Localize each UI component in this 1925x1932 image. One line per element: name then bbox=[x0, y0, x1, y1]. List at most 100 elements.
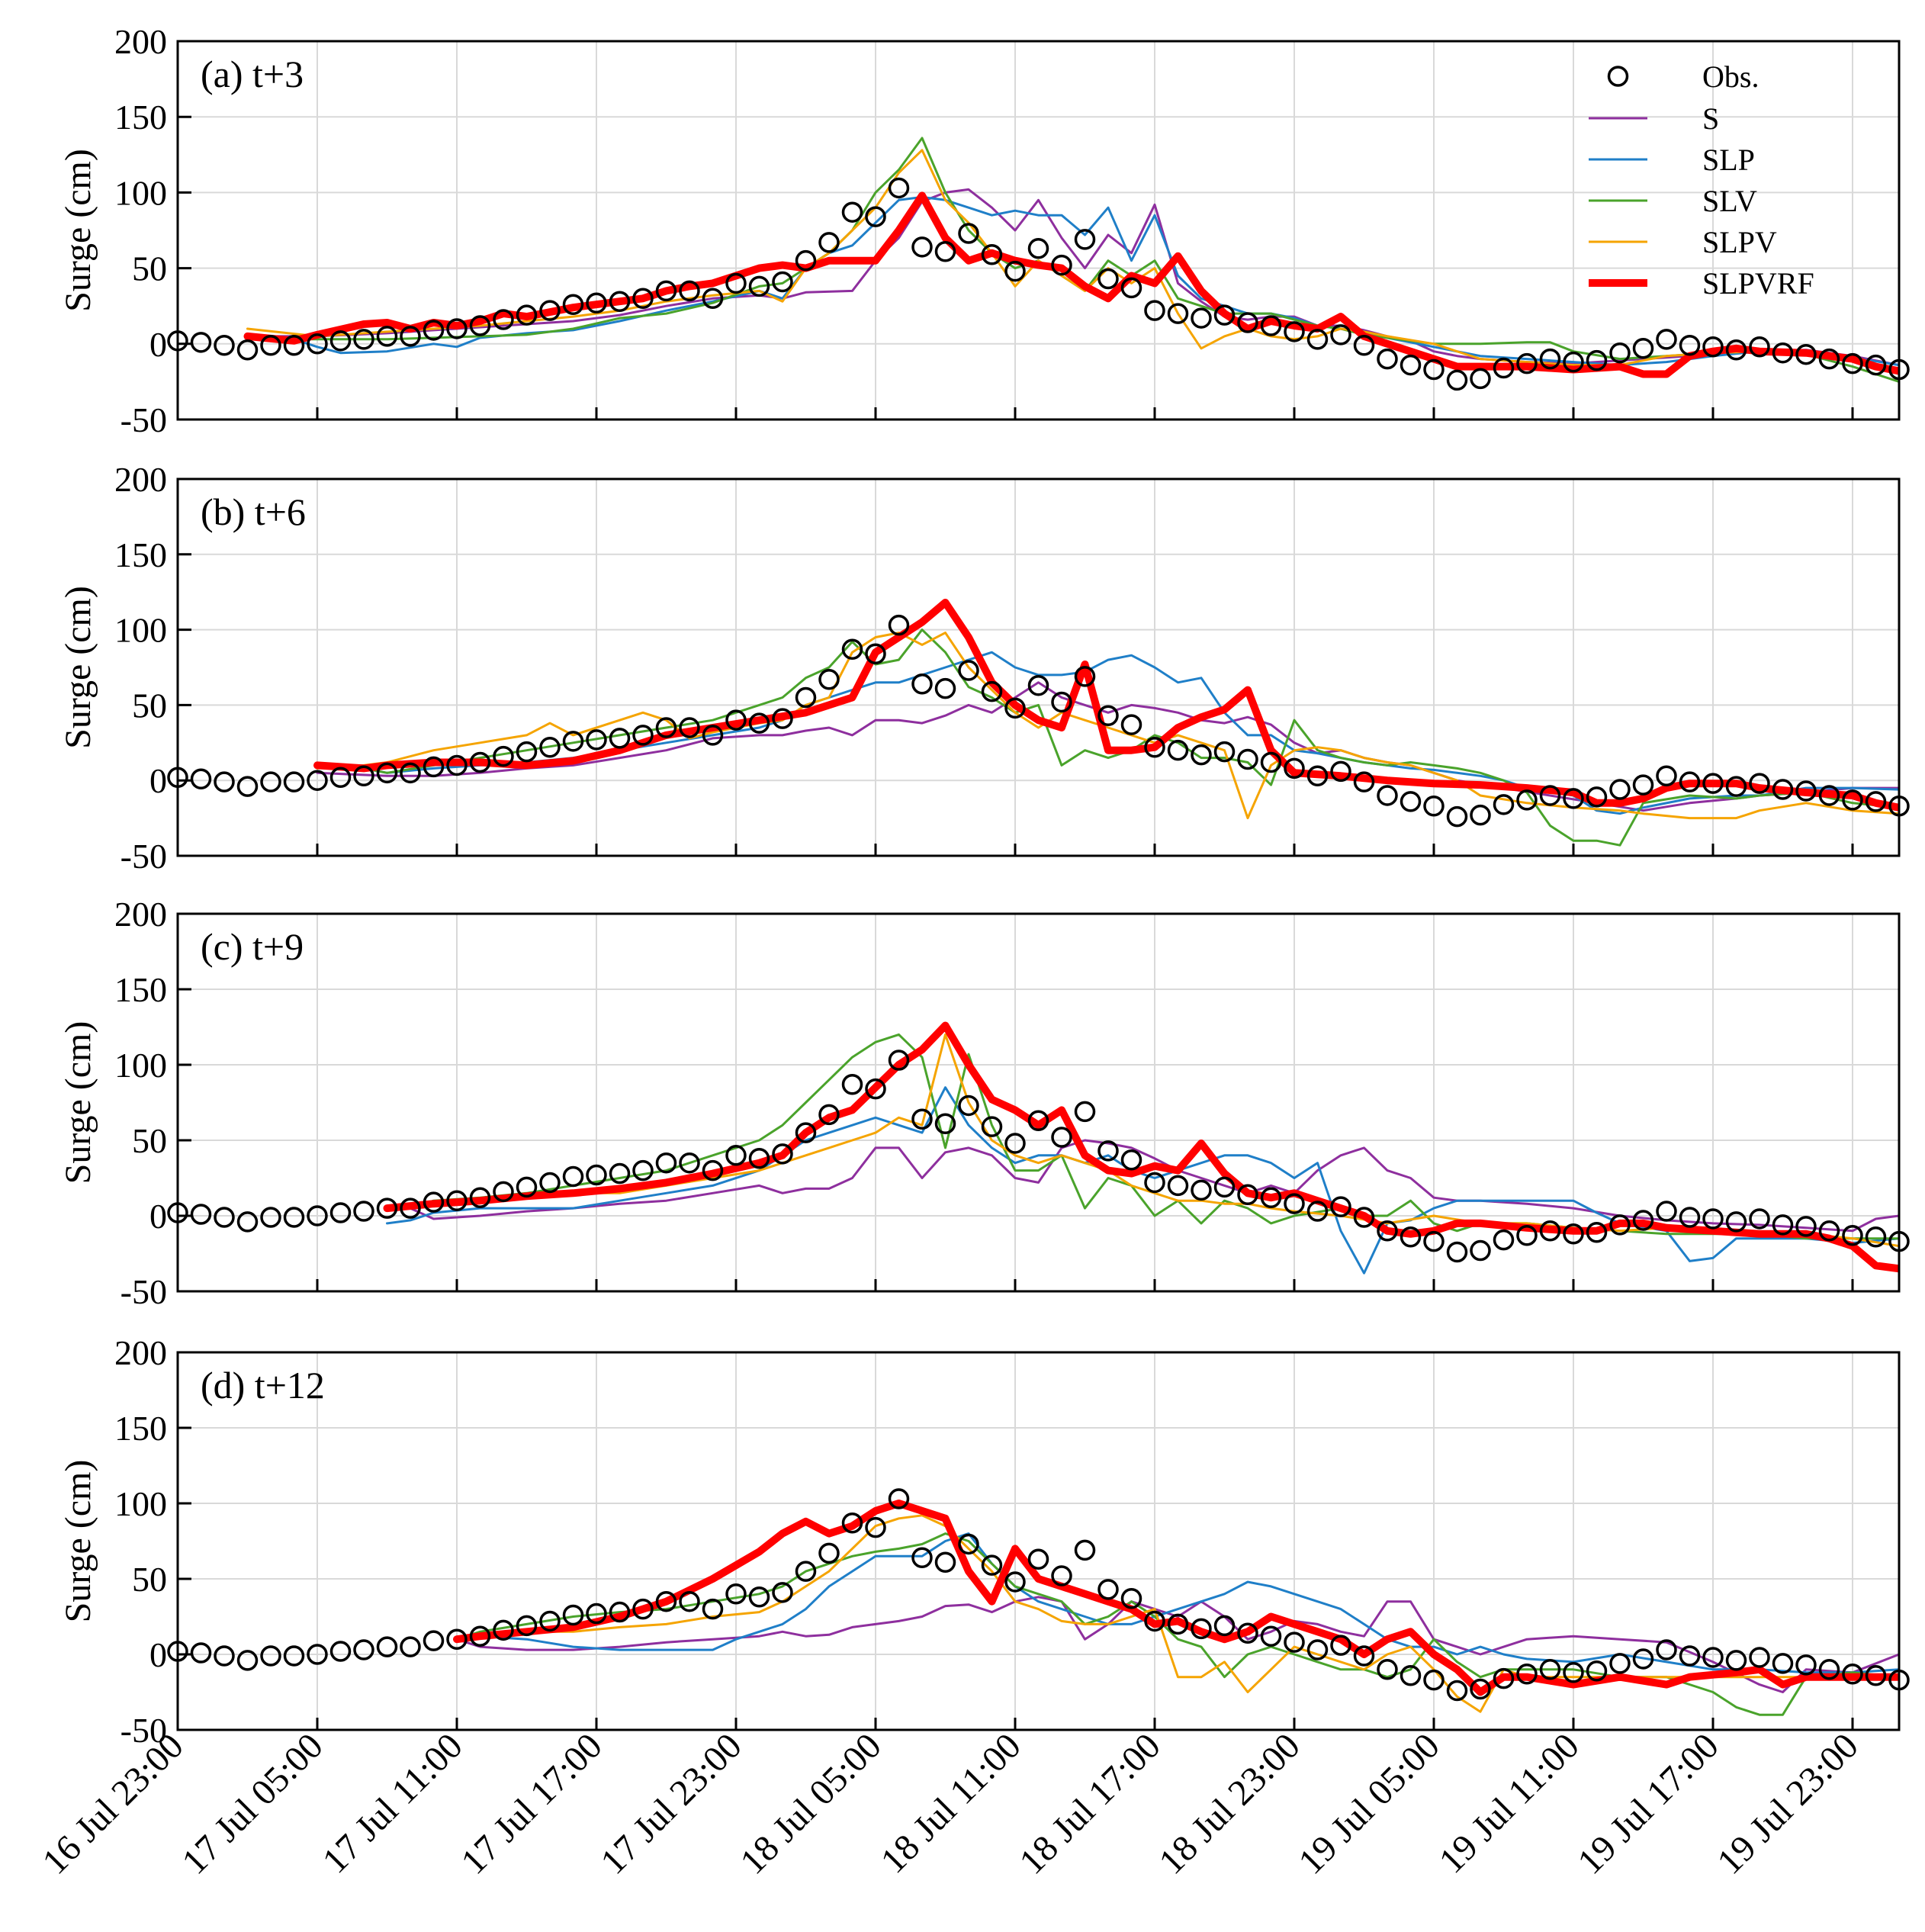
panel-frame bbox=[176, 477, 1901, 857]
observation-point bbox=[1330, 1196, 1351, 1217]
panel-title: (d) t+12 bbox=[201, 1364, 325, 1406]
observation-point bbox=[516, 1615, 538, 1637]
observation-point bbox=[1353, 1645, 1375, 1667]
observation-point bbox=[1353, 771, 1375, 792]
observation-point bbox=[214, 1645, 235, 1667]
observation-point bbox=[679, 1152, 700, 1174]
observation-point bbox=[1609, 1653, 1631, 1674]
observation-point bbox=[1586, 349, 1608, 371]
observation-point bbox=[1097, 705, 1119, 726]
observation-point bbox=[1400, 354, 1422, 376]
observation-point bbox=[516, 1176, 538, 1198]
observation-point bbox=[562, 1165, 584, 1188]
x-tick-label: 18 Jul 11:00 bbox=[873, 1725, 1029, 1881]
observation-point bbox=[1144, 300, 1165, 321]
observation-point bbox=[1284, 1631, 1305, 1653]
observation-markers bbox=[167, 177, 1910, 391]
observation-point bbox=[1167, 1175, 1189, 1197]
observation-point bbox=[632, 288, 654, 310]
observation-point bbox=[772, 1582, 793, 1603]
observation-point bbox=[376, 762, 398, 784]
observation-point bbox=[400, 1636, 421, 1657]
observation-point bbox=[1074, 229, 1096, 250]
y-tick-label: 100 bbox=[114, 1046, 167, 1085]
observation-point bbox=[329, 330, 352, 352]
observation-point bbox=[679, 280, 700, 302]
observation-point bbox=[1818, 1220, 1840, 1242]
observation-point bbox=[1632, 1648, 1654, 1670]
observation-point bbox=[1772, 342, 1794, 364]
observation-point bbox=[1470, 1239, 1491, 1262]
observation-point bbox=[911, 236, 933, 258]
observation-point bbox=[1493, 357, 1515, 379]
observation-point bbox=[1632, 338, 1654, 359]
observation-point bbox=[1027, 1548, 1049, 1570]
y-tick-label: 50 bbox=[132, 249, 167, 288]
observation-point bbox=[1842, 789, 1863, 811]
legend-label: Obs. bbox=[1702, 59, 1759, 94]
observation-point bbox=[562, 1604, 584, 1626]
observation-point bbox=[260, 335, 281, 356]
observation-point bbox=[958, 223, 979, 244]
observation-point bbox=[795, 1122, 817, 1143]
observation-point bbox=[1144, 736, 1165, 758]
series-line-slpv bbox=[246, 149, 1899, 372]
observation-point bbox=[586, 729, 607, 751]
y-tick-label: 200 bbox=[114, 22, 167, 61]
x-tick-label: 18 Jul 05:00 bbox=[732, 1725, 889, 1882]
observation-point bbox=[423, 320, 445, 341]
observation-point bbox=[1679, 1645, 1701, 1667]
observation-point bbox=[283, 335, 305, 356]
observation-point bbox=[632, 1598, 654, 1620]
y-tick-label: 150 bbox=[114, 535, 167, 574]
observation-point bbox=[1284, 757, 1305, 780]
observation-point bbox=[1330, 324, 1351, 346]
observation-point bbox=[1470, 1678, 1491, 1700]
observation-point bbox=[911, 1108, 933, 1130]
observation-point bbox=[1237, 1184, 1258, 1206]
observation-point bbox=[655, 280, 677, 302]
observation-point bbox=[772, 271, 793, 293]
observation-point bbox=[1446, 805, 1468, 828]
observation-point bbox=[283, 1207, 305, 1228]
observation-point bbox=[236, 1650, 259, 1671]
observation-point bbox=[1656, 765, 1677, 787]
observation-point bbox=[1586, 1222, 1608, 1243]
y-tick-label: 100 bbox=[114, 1484, 167, 1523]
observation-point bbox=[934, 677, 956, 699]
observation-point bbox=[1539, 1659, 1561, 1680]
observation-point bbox=[1353, 335, 1375, 356]
observation-point bbox=[1191, 1179, 1212, 1201]
observation-point bbox=[1167, 303, 1189, 324]
y-axis-label: Surge (cm) bbox=[58, 586, 98, 749]
observation-point bbox=[1842, 352, 1863, 375]
observation-point bbox=[702, 288, 724, 310]
series-line-slv bbox=[246, 137, 1899, 383]
observation-point bbox=[934, 241, 956, 262]
observation-point bbox=[1679, 771, 1701, 792]
observation-point bbox=[260, 1207, 281, 1228]
observation-point bbox=[1400, 1226, 1422, 1248]
y-tick-label: 150 bbox=[114, 970, 167, 1009]
observation-point bbox=[1772, 1214, 1794, 1236]
observation-point bbox=[1400, 1664, 1422, 1686]
observation-point bbox=[772, 708, 793, 729]
observation-point bbox=[1470, 368, 1491, 390]
observation-point bbox=[469, 751, 491, 773]
panel-c: 200 150 100 50 0 -50 Surge (cm) (c) t+9 bbox=[58, 895, 1910, 1311]
x-tick-label: 19 Jul 05:00 bbox=[1290, 1725, 1447, 1882]
observation-point bbox=[586, 1164, 607, 1186]
observation-point bbox=[307, 1205, 328, 1226]
observation-point bbox=[1167, 1613, 1189, 1635]
observation-point bbox=[679, 717, 700, 738]
observation-point bbox=[1563, 351, 1584, 373]
observation-point bbox=[1284, 321, 1305, 342]
observation-point bbox=[1120, 1587, 1142, 1609]
observation-point bbox=[1563, 1223, 1584, 1245]
observation-point bbox=[1306, 329, 1329, 350]
observation-point bbox=[1330, 760, 1351, 783]
observation-point bbox=[1749, 1208, 1770, 1230]
y-tick-label: 100 bbox=[114, 173, 167, 212]
observation-point bbox=[1865, 791, 1887, 812]
